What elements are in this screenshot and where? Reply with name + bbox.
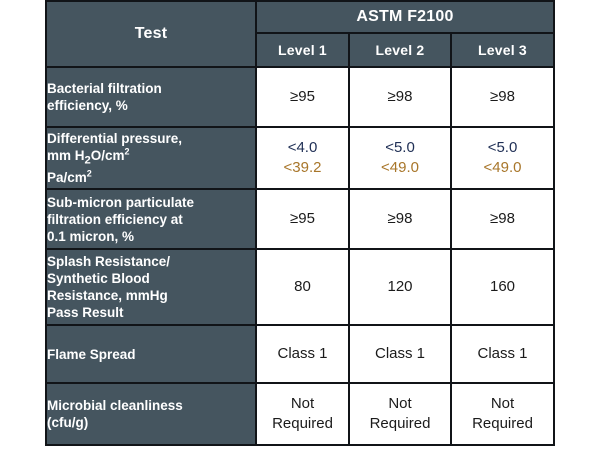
cell-dp-level-1: <4.0 <39.2 bbox=[255, 126, 350, 190]
column-header-test: Test bbox=[45, 0, 257, 68]
astm-f2100-specification-table: Test ASTM F2100 Level 1 Level 2 Level 3 … bbox=[45, 0, 555, 446]
units-prefix: Pa/cm bbox=[47, 170, 87, 186]
row-label-line: Flame Spread bbox=[47, 346, 136, 362]
cell-microbial-level-2: Not Required bbox=[348, 382, 452, 446]
row-label-line: Sub-micron particulate bbox=[47, 194, 195, 210]
cell-bfe-level-1: ≥95 bbox=[255, 66, 350, 128]
cell-splash-level-3: 160 bbox=[450, 248, 555, 326]
row-label-line: filtration efficiency at bbox=[47, 211, 183, 227]
cell-bfe-level-3: ≥98 bbox=[450, 66, 555, 128]
cell-flame-level-2: Class 1 bbox=[348, 324, 452, 384]
table-row: Bacterial filtration efficiency, % ≥95 ≥… bbox=[45, 66, 555, 128]
cell-bfe-level-2: ≥98 bbox=[348, 66, 452, 128]
column-header-level-1: Level 1 bbox=[255, 32, 350, 68]
units-middle: O/cm bbox=[90, 147, 125, 163]
table-row: Sub-micron particulate filtration effici… bbox=[45, 188, 555, 250]
cell-splash-level-2: 120 bbox=[348, 248, 452, 326]
cell-flame-level-1: Class 1 bbox=[255, 324, 350, 384]
cell-smp-level-2: ≥98 bbox=[348, 188, 452, 250]
row-label-line: Synthetic Blood bbox=[47, 271, 150, 286]
row-label-line: Pass Result bbox=[47, 305, 124, 320]
value-line: Required bbox=[272, 415, 333, 432]
row-label-splash-resistance: Splash Resistance/ Synthetic Blood Resis… bbox=[45, 248, 257, 326]
cell-microbial-level-3: Not Required bbox=[450, 382, 555, 446]
column-header-level-3: Level 3 bbox=[450, 32, 555, 68]
value-line: Required bbox=[472, 415, 533, 432]
row-label-line: efficiency, % bbox=[47, 98, 128, 113]
row-label-line: Microbial cleanliness bbox=[47, 398, 183, 413]
header-row-group: Test ASTM F2100 bbox=[45, 0, 555, 68]
cell-microbial-level-1: Not Required bbox=[255, 382, 350, 446]
astm-f2100-table-wrapper: Test ASTM F2100 Level 1 Level 2 Level 3 … bbox=[45, 0, 555, 446]
header-row-levels: Level 1 Level 2 Level 3 bbox=[46, 32, 555, 68]
row-label-line-units-2: Pa/cm2 bbox=[47, 168, 92, 186]
value-line: Not bbox=[290, 395, 315, 412]
row-label-differential-pressure: Differential pressure, mm H2O/cm2 Pa/cm2 bbox=[45, 126, 257, 190]
table-row: Differential pressure, mm H2O/cm2 Pa/cm2… bbox=[45, 126, 555, 190]
row-label-microbial-cleanliness: Microbial cleanliness (cfu/g) bbox=[45, 382, 257, 446]
value-pa: <49.0 bbox=[381, 159, 419, 176]
cell-splash-level-1: 80 bbox=[255, 248, 350, 326]
cell-dp-level-2: <5.0 <49.0 bbox=[348, 126, 452, 190]
row-label-line: Splash Resistance/ bbox=[47, 254, 171, 269]
row-label-line: (cfu/g) bbox=[47, 415, 89, 430]
units-superscript: 2 bbox=[86, 168, 92, 179]
value-pa: <39.2 bbox=[283, 159, 322, 176]
row-label-line: Resistance, mmHg bbox=[47, 288, 168, 303]
units-subscript: 2 bbox=[84, 154, 91, 167]
value-mm-h2o: <5.0 bbox=[385, 139, 415, 156]
table-row: Splash Resistance/ Synthetic Blood Resis… bbox=[45, 248, 555, 326]
value-pa: <49.0 bbox=[483, 159, 522, 176]
table-header: Test ASTM F2100 Level 1 Level 2 Level 3 bbox=[45, 0, 555, 68]
row-label-flame-spread: Flame Spread bbox=[45, 324, 257, 384]
value-mm-h2o: <5.0 bbox=[487, 139, 518, 156]
row-label-bacterial-filtration-efficiency: Bacterial filtration efficiency, % bbox=[45, 66, 257, 128]
row-label-line: Differential pressure, bbox=[47, 130, 183, 146]
cell-flame-level-3: Class 1 bbox=[450, 324, 555, 384]
table-body: Bacterial filtration efficiency, % ≥95 ≥… bbox=[45, 66, 555, 446]
value-line: Not bbox=[490, 395, 515, 412]
cell-smp-level-3: ≥98 bbox=[450, 188, 555, 250]
cell-dp-level-3: <5.0 <49.0 bbox=[450, 126, 555, 190]
table-row: Microbial cleanliness (cfu/g) Not Requir… bbox=[45, 382, 555, 446]
row-label-line: 0.1 micron, % bbox=[47, 228, 135, 244]
row-label-line: Bacterial filtration bbox=[47, 81, 162, 96]
value-line: Required bbox=[369, 415, 431, 432]
units-superscript: 2 bbox=[124, 146, 130, 157]
cell-smp-level-1: ≥95 bbox=[255, 188, 350, 250]
row-label-line-units-1: mm H2O/cm2 bbox=[47, 146, 130, 167]
value-line: Not bbox=[388, 395, 412, 412]
row-label-sub-micron-particulate-filtration-efficiency: Sub-micron particulate filtration effici… bbox=[45, 188, 257, 250]
column-header-level-2: Level 2 bbox=[348, 32, 452, 68]
units-prefix: mm H bbox=[47, 147, 85, 163]
column-header-group-astm: ASTM F2100 bbox=[255, 0, 555, 34]
table-row: Flame Spread Class 1 Class 1 Class 1 bbox=[45, 324, 555, 384]
value-mm-h2o: <4.0 bbox=[287, 139, 318, 156]
